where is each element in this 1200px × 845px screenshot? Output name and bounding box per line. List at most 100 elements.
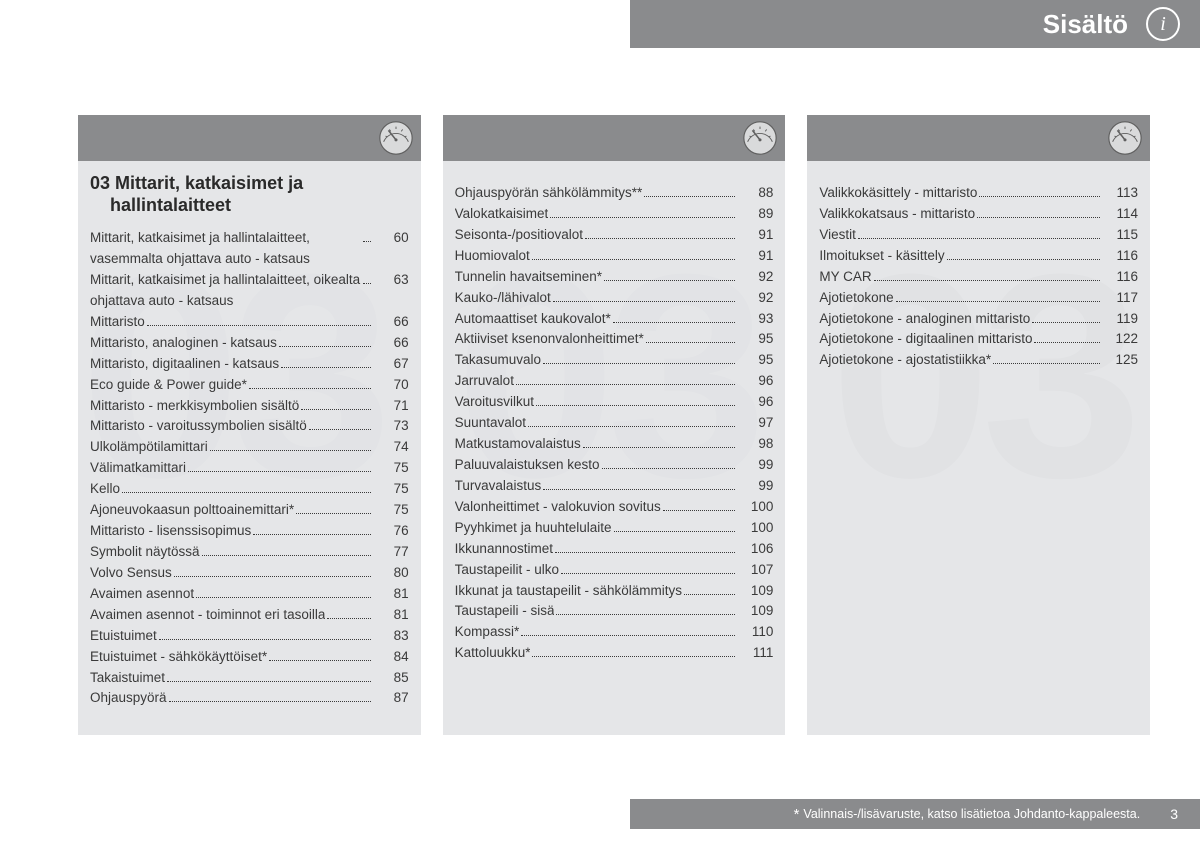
toc-leader-dots [167,681,371,682]
toc-row: Ajotietokone - digitaalinen mittaristo 12… [819,329,1138,350]
toc-row: Avaimen asennot81 [90,584,409,605]
toc-leader-dots [543,363,735,364]
toc-leader-dots [202,555,371,556]
toc-label: Mittarit, katkaisimet ja hallintalaittee… [90,228,361,270]
toc-page: 75 [375,500,409,521]
toc-column: Valikkokäsittely - mittaristo113Valikkok… [807,115,1150,735]
toc-page: 70 [375,375,409,396]
toc-label: Mittaristo, analoginen - katsaus [90,333,277,354]
toc-page: 122 [1104,329,1138,350]
toc-row: Mittarit, katkaisimet ja hallintalaittee… [90,270,409,312]
toc-label: Automaattiset kaukovalot* [455,309,611,330]
toc-page: 116 [1104,267,1138,288]
toc-leader-dots [122,492,371,493]
toc-page: 125 [1104,350,1138,371]
toc-leader-dots [532,259,736,260]
toc-leader-dots [561,573,735,574]
toc-label: Matkustamovalaistus [455,434,581,455]
toc-page: 96 [739,371,773,392]
toc-label: Valikkokäsittely - mittaristo [819,183,977,204]
toc-row: Ajoneuvokaasun polttoainemittari*75 [90,500,409,521]
column-header [807,115,1150,161]
toc-label: Turvavalaistus [455,476,542,497]
toc-row: Ohjauspyörä87 [90,688,409,709]
toc-label: MY CAR [819,267,871,288]
toc-label: Seisonta-/positiovalot [455,225,583,246]
toc-page: 85 [375,668,409,689]
toc-leader-dots [327,618,370,619]
toc-list: Mittarit, katkaisimet ja hallintalaittee… [78,224,421,723]
toc-page: 92 [739,267,773,288]
toc-leader-dots [613,322,736,323]
toc-label: Aktiiviset ksenonvalonheittimet* [455,329,644,350]
toc-row: Mittaristo - varoitussymbolien sisältö73 [90,416,409,437]
toc-label: Kello [90,479,120,500]
footnote-text: Valinnais-/lisävaruste, katso lisätietoa… [803,807,1140,821]
toc-leader-dots [947,259,1100,260]
toc-page: 107 [739,560,773,581]
toc-leader-dots [874,280,1100,281]
toc-row: Pyyhkimet ja huuhtelulaite100 [455,518,774,539]
toc-label: Ohjauspyörän sähkölämmitys** [455,183,643,204]
toc-row: Eco guide & Power guide*70 [90,375,409,396]
column-header [78,115,421,161]
toc-list: Ohjauspyörän sähkölämmitys**88Valokatkai… [443,179,786,678]
toc-page: 75 [375,458,409,479]
toc-label: Ohjauspyörä [90,688,167,709]
section-title-line1: 03 Mittarit, katkaisimet ja [90,173,303,193]
page-number: 3 [1170,806,1178,822]
toc-row: Kello 75 [90,479,409,500]
toc-row: Valikkokatsaus - mittaristo114 [819,204,1138,225]
toc-row: Takaistuimet 85 [90,668,409,689]
toc-page: 96 [739,392,773,413]
toc-row: Kattoluukku*111 [455,643,774,664]
toc-page: 75 [375,479,409,500]
toc-page: 119 [1104,309,1138,330]
toc-row: Kompassi*110 [455,622,774,643]
toc-label: Mittaristo - lisenssisopimus [90,521,251,542]
toc-page: 73 [375,416,409,437]
toc-leader-dots [583,447,736,448]
toc-leader-dots [684,594,735,595]
toc-page: 81 [375,605,409,626]
toc-label: Välimatkamittari [90,458,186,479]
toc-page: 106 [739,539,773,560]
toc-row: Kauko-/lähivalot92 [455,288,774,309]
toc-page: 80 [375,563,409,584]
toc-leader-dots [269,660,371,661]
toc-row: Etuistuimet83 [90,626,409,647]
toc-page: 114 [1104,204,1138,225]
toc-leader-dots [301,409,370,410]
toc-label: Etuistuimet - sähkökäyttöiset* [90,647,267,668]
toc-label: Paluuvalaistuksen kesto [455,455,600,476]
toc-page: 93 [739,309,773,330]
toc-leader-dots [253,534,370,535]
toc-page: 100 [739,497,773,518]
toc-page: 84 [375,647,409,668]
toc-page: 81 [375,584,409,605]
toc-page: 88 [739,183,773,204]
toc-row: Ohjauspyörän sähkölämmitys** 88 [455,183,774,204]
toc-page: 111 [739,643,773,664]
toc-leader-dots [1034,342,1100,343]
toc-label: Mittaristo [90,312,145,333]
toc-leader-dots [543,489,735,490]
toc-label: Ajotietokone - digitaalinen mittaristo [819,329,1032,350]
toc-label: Valonheittimet - valokuvion sovitus [455,497,661,518]
gauge-icon [741,119,779,157]
toc-row: Valikkokäsittely - mittaristo113 [819,183,1138,204]
toc-page: 99 [739,455,773,476]
toc-row: Ajotietokone - ajostatistiikka*125 [819,350,1138,371]
toc-leader-dots [532,656,735,657]
toc-leader-dots [516,384,735,385]
toc-page: 60 [375,228,409,249]
toc-row: Takasumuvalo95 [455,350,774,371]
toc-label: Ikkunat ja taustapeilit - sähkölämmitys [455,581,682,602]
toc-label: Takaistuimet [90,668,165,689]
toc-column: Ohjauspyörän sähkölämmitys**88Valokatkai… [443,115,786,735]
toc-label: Kauko-/lähivalot [455,288,551,309]
toc-row: Symbolit näytössä77 [90,542,409,563]
toc-row: Matkustamovalaistus98 [455,434,774,455]
toc-page: 71 [375,396,409,417]
toc-leader-dots [309,429,371,430]
